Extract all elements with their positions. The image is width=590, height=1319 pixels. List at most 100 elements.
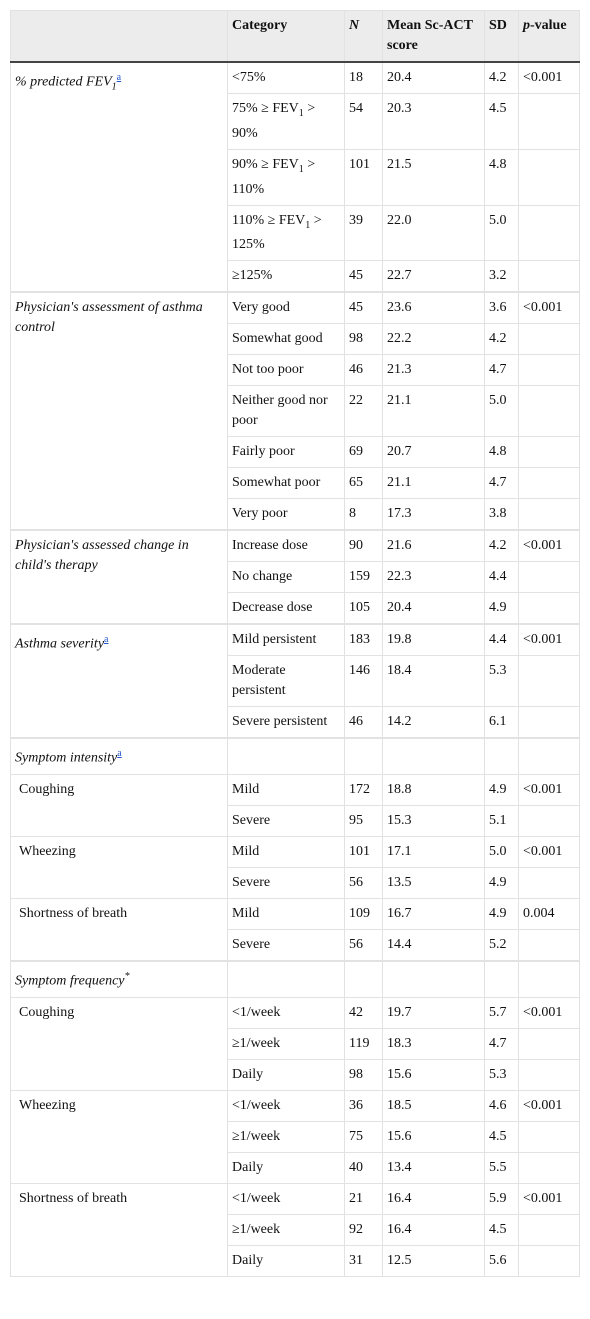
data-cell: 5.5 (484, 1151, 519, 1184)
text-segment: 1 (298, 163, 304, 175)
data-cell: 56 (344, 867, 383, 900)
data-cell: 45 (344, 260, 383, 293)
data-cell (518, 148, 580, 206)
data-cell: 19.7 (382, 996, 485, 1029)
data-cell: 4.7 (484, 1027, 519, 1060)
data-cell: Mild (227, 836, 345, 869)
data-row: ≥1/week 119 18.3 4.7 (11, 1027, 580, 1060)
data-cell: 90 (344, 530, 383, 563)
data-cell: 18.4 (382, 655, 485, 708)
header-cell: SD (484, 10, 519, 63)
data-cell (518, 805, 580, 838)
data-cell: 15.6 (382, 1120, 485, 1153)
data-cell: <0.001 (518, 624, 580, 657)
empty-cell (344, 961, 383, 998)
empty-cell (382, 961, 485, 998)
data-cell (518, 436, 580, 469)
data-cell: 8 (344, 498, 383, 531)
spacer-row (10, 737, 580, 740)
row-label: % predicted FEV1a (10, 61, 228, 293)
data-row: Severe 56 13.5 4.9 (11, 867, 580, 900)
data-row: Physician's assessment of asthma control… (10, 292, 580, 531)
text-segment: N (349, 18, 360, 33)
data-cell: 18.3 (382, 1027, 485, 1060)
data-cell: Mild (227, 774, 345, 807)
data-cell: 4.9 (484, 898, 519, 931)
data-cell: Neither good nor poor (227, 385, 345, 438)
data-row: Somewhat good 98 22.2 4.2 (11, 323, 580, 356)
empty-cell (518, 961, 580, 998)
data-cell: 4.9 (484, 867, 519, 900)
row-label: Wheezing (10, 836, 228, 900)
data-row: Shortness of breath Mild 109 16.7 4.9 0.004 (10, 898, 580, 962)
data-cell: ≥1/week (227, 1120, 345, 1153)
row-label: Shortness of breath (10, 1182, 228, 1277)
data-cell: <75% (227, 61, 345, 94)
data-cell: 4.8 (484, 436, 519, 469)
data-cell: 69 (344, 436, 383, 469)
text-segment: 90% ≥ FEV (232, 156, 299, 172)
text-segment: -value (530, 18, 567, 33)
data-cell: Increase dose (227, 530, 345, 563)
data-cell: 20.4 (382, 61, 485, 94)
data-cell: <0.001 (518, 1089, 580, 1122)
data-cell: 95 (344, 805, 383, 838)
data-cell (518, 467, 580, 500)
data-cell: 98 (344, 1058, 383, 1091)
text-segment: Physician's assessment of asthma control (15, 300, 203, 336)
data-cell: 18 (344, 61, 383, 94)
empty-cell (484, 961, 519, 998)
text-segment[interactable]: a (116, 72, 122, 83)
data-cell: 20.3 (382, 93, 485, 150)
text-segment: > 90% (232, 101, 316, 141)
data-cell: <0.001 (518, 530, 580, 563)
group-row: Symptom intensitya (10, 738, 580, 776)
data-row: Very poor 8 17.3 3.8 (11, 498, 580, 531)
data-cell: Mild persistent (227, 624, 345, 657)
data-cell: 75 (344, 1120, 383, 1153)
data-cell: 5.3 (484, 655, 519, 708)
data-row: Neither good nor poor 22 21.1 5.0 (11, 385, 580, 438)
data-cell (518, 929, 580, 962)
data-cell: 4.5 (484, 1120, 519, 1153)
data-cell: 75% ≥ FEV1 > 90% (227, 93, 345, 150)
data-cell: <0.001 (518, 1182, 580, 1215)
data-cell: 40 (344, 1151, 383, 1184)
data-cell: 6.1 (484, 706, 519, 739)
header-cell: p-value (518, 10, 580, 63)
text-segment: > 110% (232, 156, 316, 197)
data-cell: Mild (227, 898, 345, 931)
data-cell (518, 1027, 580, 1060)
data-cell: Moderate persistent (227, 655, 345, 708)
data-cell: Daily (227, 1244, 345, 1277)
data-cell: No change (227, 561, 345, 594)
text-segment: 1 (111, 81, 117, 93)
data-cell: 23.6 (382, 292, 485, 325)
data-cell: 22.7 (382, 260, 485, 293)
data-cell: Decrease dose (227, 592, 345, 625)
data-cell: Somewhat poor (227, 467, 345, 500)
data-cell (518, 706, 580, 739)
data-cell: Severe (227, 929, 345, 962)
empty-cell (227, 961, 345, 998)
text-segment[interactable]: a (117, 748, 122, 760)
data-cell: 36 (344, 1089, 383, 1122)
data-cell: 14.2 (382, 706, 485, 739)
empty-cell (382, 738, 485, 776)
data-cell: 5.0 (484, 385, 519, 438)
empty-cell (518, 738, 580, 776)
data-cell: 5.2 (484, 929, 519, 962)
row-label: Coughing (10, 996, 228, 1091)
data-cell: 0.004 (518, 898, 580, 931)
data-cell: 5.1 (484, 805, 519, 838)
data-cell: 16.4 (382, 1182, 485, 1215)
data-row: 110% ≥ FEV1 > 125% 39 22.0 5.0 (11, 204, 580, 262)
data-cell: 4.5 (484, 93, 519, 150)
row-label: Physician's assessed change in child's t… (10, 530, 228, 625)
data-cell: 4.9 (484, 774, 519, 807)
data-cell: 19.8 (382, 624, 485, 657)
text-segment[interactable]: a (104, 634, 109, 646)
data-cell: Very good (227, 292, 345, 325)
data-cell: 16.7 (382, 898, 485, 931)
data-cell: Not too poor (227, 354, 345, 387)
